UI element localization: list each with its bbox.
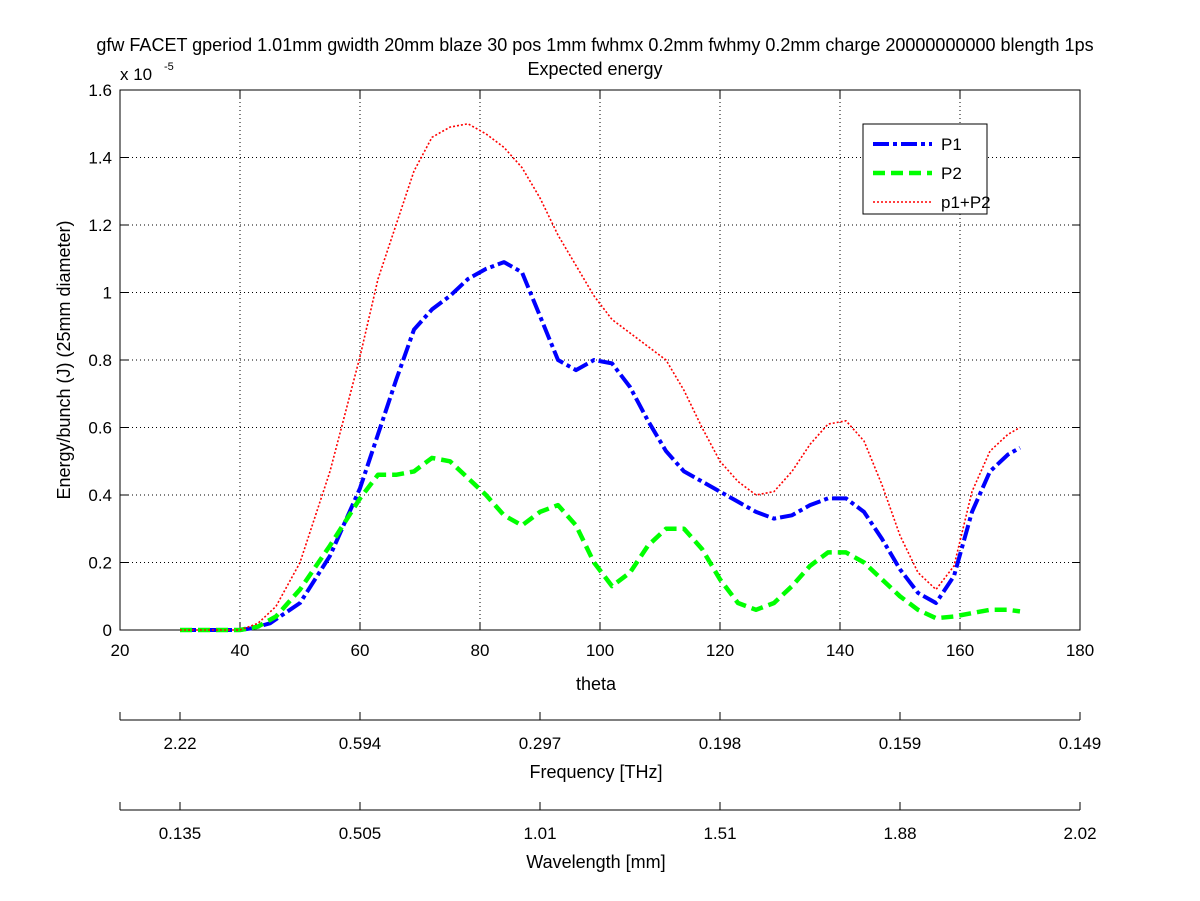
x-tick-label: 120 [706, 641, 734, 660]
x-axis-label: theta [576, 674, 617, 694]
y-tick-label: 1 [103, 284, 112, 303]
secondary-tick-label: 0.297 [519, 734, 562, 753]
y-tick-label: 0 [103, 621, 112, 640]
secondary-tick-label: 0.505 [339, 824, 382, 843]
legend: P1 P2 p1+P2 [862, 123, 991, 215]
x-tick-label: 40 [231, 641, 250, 660]
secondary-tick-label: 1.51 [703, 824, 736, 843]
data-series [180, 123, 1021, 633]
legend-label: P1 [941, 135, 962, 154]
x-tick-label: 180 [1066, 641, 1094, 660]
y-tick-label: 0.2 [88, 554, 112, 573]
chart-title: gfw FACET gperiod 1.01mm gwidth 20mm bla… [96, 35, 1093, 55]
y-tick-label: 1.6 [88, 81, 112, 100]
secondary-tick-label: 0.135 [159, 824, 202, 843]
series-line-p1 [180, 260, 1021, 632]
secondary-tick-label: 2.22 [163, 734, 196, 753]
secondary-tick-label: 0.159 [879, 734, 922, 753]
legend-label: p1+P2 [941, 193, 991, 212]
x-tick-label: 100 [586, 641, 614, 660]
y-tick-label: 0.6 [88, 419, 112, 438]
y-tick-label: 1.4 [88, 149, 112, 168]
chart-subtitle: Expected energy [527, 59, 662, 79]
y-exponent-base: x 10 [120, 65, 152, 84]
series-line-p2 [180, 455, 1021, 633]
x-tick-label: 140 [826, 641, 854, 660]
secondary-tick-label: 0.198 [699, 734, 742, 753]
x-tick-label: 20 [111, 641, 130, 660]
axis-ticks: 20 40 60 80 100 120 140 160 180 0 0.2 0.4 0.6 0.8 1 1.2… [88, 81, 1094, 660]
secondary-tick-label: 0.594 [339, 734, 382, 753]
secondary-tick-label: 1.88 [883, 824, 916, 843]
secondary-axis-label: Wavelength [mm] [526, 852, 665, 872]
y-exponent-power: -5 [164, 61, 174, 73]
y-tick-label: 0.4 [88, 486, 112, 505]
secondary-tick-label: 0.149 [1059, 734, 1102, 753]
x-tick-label: 80 [471, 641, 490, 660]
y-tick-label: 1.2 [88, 216, 112, 235]
secondary-axes: 2.22 0.594 0.297 0.198 0.159 0.149 Frequency [… [119, 712, 1102, 872]
secondary-tick-label: 2.02 [1063, 824, 1096, 843]
legend-label: P2 [941, 164, 962, 183]
secondary-tick-label: 1.01 [523, 824, 556, 843]
y-axis-label: Energy/bunch (J) (25mm diameter) [54, 220, 74, 499]
series-line-p1-p2 [180, 123, 1021, 631]
y-exponent-label: x 10 -5 [120, 61, 174, 84]
x-tick-label: 60 [351, 641, 370, 660]
y-tick-label: 0.8 [88, 351, 112, 370]
legend-box [862, 123, 988, 215]
secondary-axis-label: Frequency [THz] [529, 762, 662, 782]
x-tick-label: 160 [946, 641, 974, 660]
